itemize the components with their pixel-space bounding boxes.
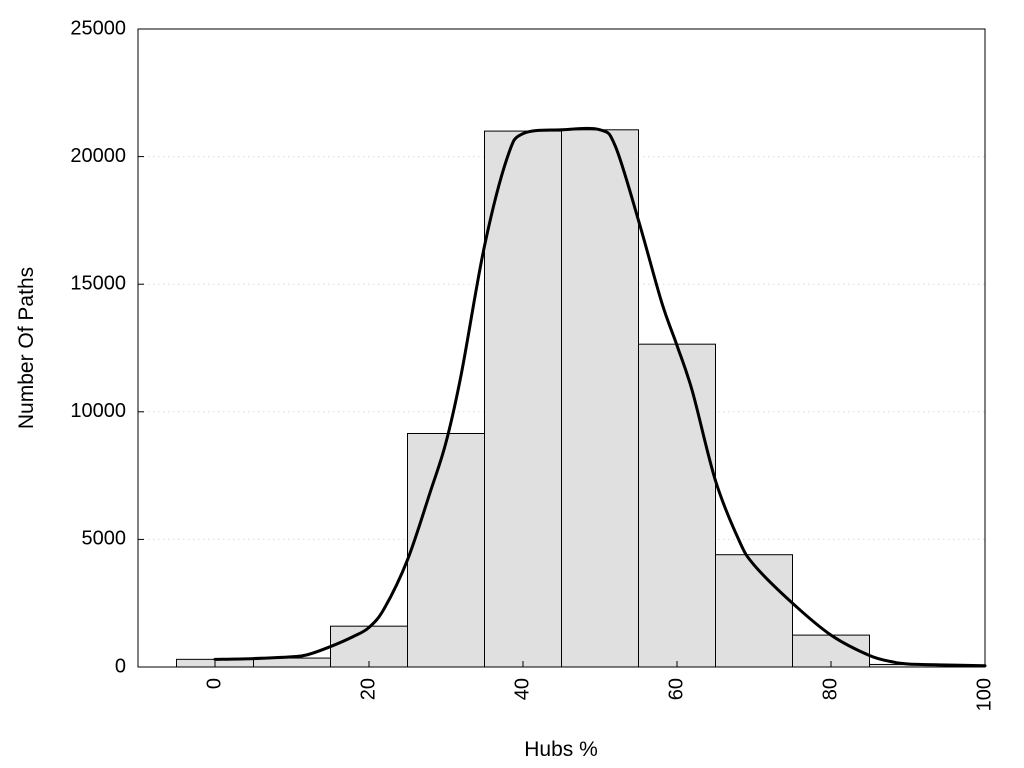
histogram-bar	[484, 130, 562, 668]
density-curve	[213, 126, 987, 668]
y-tick-label: 25000	[70, 17, 126, 39]
y-tick-label: 20000	[70, 145, 126, 167]
x-axis-title: Hubs %	[524, 738, 598, 761]
histogram-bar	[715, 554, 793, 668]
histogram-bar	[330, 625, 408, 668]
y-axis-title: Number Of Paths	[15, 267, 38, 429]
histogram-bar	[638, 343, 716, 668]
y-tick-label: 5000	[82, 528, 127, 550]
x-tick-label: 20	[357, 678, 379, 700]
x-tick-label: 60	[665, 678, 687, 700]
x-tick-label: 80	[819, 678, 841, 700]
plot-frame	[137, 28, 986, 668]
y-tick-label: 15000	[70, 272, 126, 294]
x-axis-ticks: 0 20 40 60 80 100	[203, 661, 995, 711]
density-curve-line	[213, 126, 987, 668]
histogram-bar	[561, 129, 639, 668]
y-tick-label: 10000	[70, 400, 126, 422]
x-tick-label: 100	[973, 678, 995, 711]
histogram-bar	[407, 432, 485, 668]
y-tick-label: 0	[115, 655, 126, 677]
x-tick-label: 0	[203, 678, 225, 689]
y-axis-ticks: 0 5000 10000 15000 20000 25000	[70, 17, 144, 677]
grid-lines	[138, 156, 985, 540]
x-tick-label: 40	[511, 678, 533, 700]
histogram-bars	[176, 129, 947, 668]
